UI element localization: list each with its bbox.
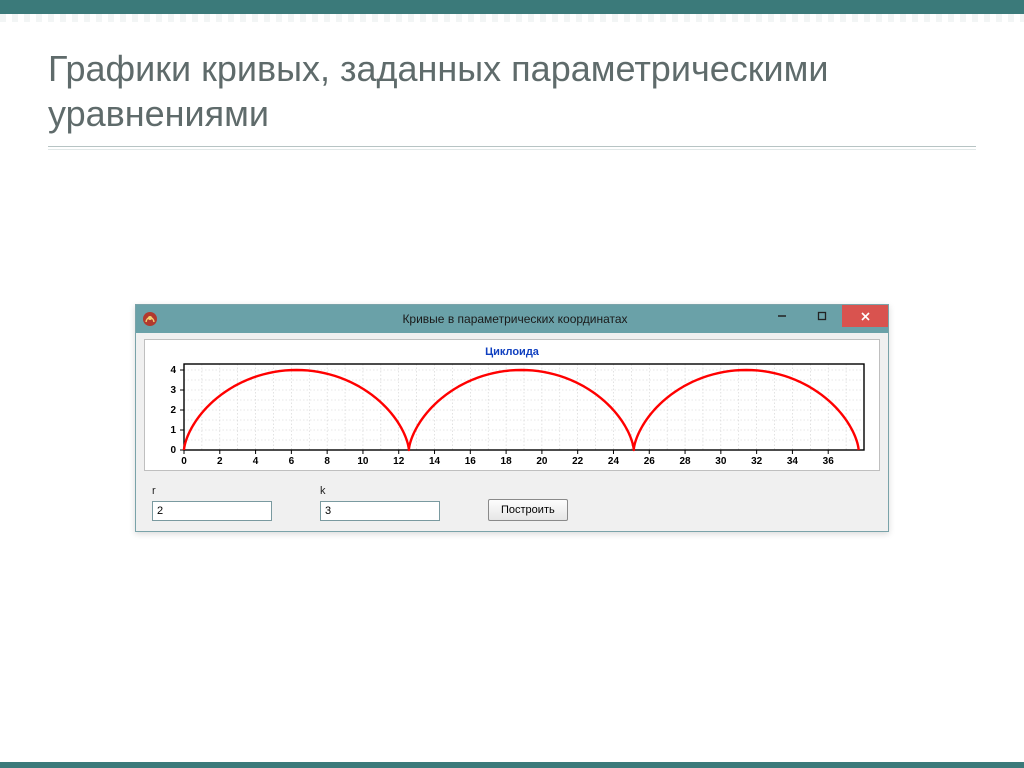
svg-text:2: 2 — [170, 405, 176, 416]
svg-text:16: 16 — [465, 456, 477, 467]
svg-text:22: 22 — [572, 456, 584, 467]
svg-text:24: 24 — [608, 456, 620, 467]
field-k: k — [320, 485, 440, 521]
svg-text:6: 6 — [289, 456, 295, 467]
svg-text:8: 8 — [324, 456, 330, 467]
app-window: Кривые в параметрических координатах Цик… — [135, 304, 889, 532]
svg-text:30: 30 — [715, 456, 727, 467]
svg-text:2: 2 — [217, 456, 223, 467]
controls-row: r k Построить — [144, 485, 880, 521]
input-k[interactable] — [320, 501, 440, 521]
svg-text:32: 32 — [751, 456, 763, 467]
title-divider-light — [48, 149, 976, 150]
svg-text:12: 12 — [393, 456, 405, 467]
slide-title: Графики кривых, заданных параметрическим… — [0, 14, 1024, 136]
chart-panel: Циклоида 0246810121416182022242628303234… — [144, 339, 880, 471]
svg-text:0: 0 — [181, 456, 187, 467]
svg-text:14: 14 — [429, 456, 441, 467]
slide: Графики кривых, заданных параметрическим… — [0, 0, 1024, 768]
svg-text:36: 36 — [823, 456, 835, 467]
svg-text:26: 26 — [644, 456, 656, 467]
field-r: r — [152, 485, 272, 521]
window-titlebar[interactable]: Кривые в параметрических координатах — [136, 305, 888, 333]
close-button[interactable] — [842, 305, 888, 327]
svg-text:34: 34 — [787, 456, 799, 467]
minimize-button[interactable] — [762, 305, 802, 327]
svg-text:0: 0 — [170, 445, 176, 456]
svg-text:3: 3 — [170, 385, 176, 396]
label-k: k — [320, 485, 440, 497]
chart-title: Циклоида — [153, 346, 871, 358]
svg-text:4: 4 — [170, 365, 176, 376]
svg-text:1: 1 — [170, 425, 176, 436]
maximize-button[interactable] — [802, 305, 842, 327]
build-button[interactable]: Построить — [488, 499, 568, 521]
svg-text:10: 10 — [357, 456, 369, 467]
window-body: Циклоида 0246810121416182022242628303234… — [136, 333, 888, 531]
svg-text:28: 28 — [679, 456, 691, 467]
window-controls — [762, 305, 888, 327]
label-r: r — [152, 485, 272, 497]
svg-text:20: 20 — [536, 456, 548, 467]
input-r[interactable] — [152, 501, 272, 521]
title-divider — [48, 146, 976, 147]
top-accent-strip — [0, 14, 1024, 22]
svg-text:18: 18 — [501, 456, 513, 467]
chart-plot: 02468101214161820222426283032343601234 — [154, 360, 870, 468]
svg-text:4: 4 — [253, 456, 259, 467]
